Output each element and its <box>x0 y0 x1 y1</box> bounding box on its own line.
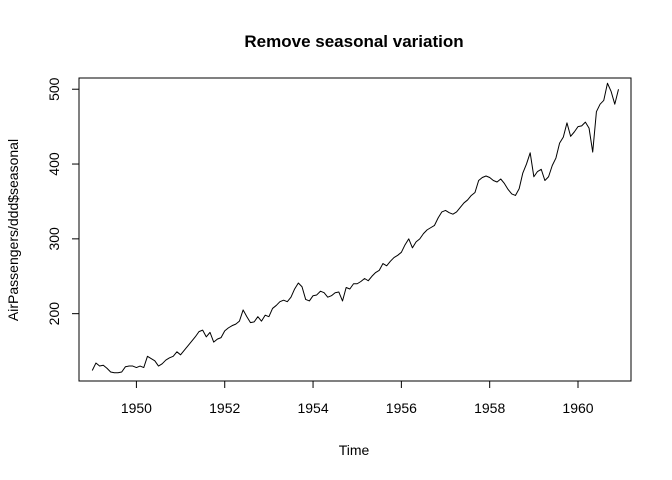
y-tick-label: 500 <box>46 77 62 101</box>
x-axis: 1950 1952 1954 1956 1958 1960 <box>121 380 594 416</box>
plot-area-frame <box>78 77 632 382</box>
chart-title: Remove seasonal variation <box>244 32 463 51</box>
x-tick-label: 1958 <box>474 400 505 416</box>
x-tick-label: 1956 <box>386 400 417 416</box>
x-tick-label: 1952 <box>209 400 240 416</box>
y-tick-label: 200 <box>46 302 62 326</box>
series-line-air-passengers <box>91 82 619 374</box>
x-tick-label: 1954 <box>297 400 328 416</box>
y-tick-label: 300 <box>46 227 62 251</box>
x-axis-label: Time <box>339 442 370 458</box>
x-tick-label: 1960 <box>562 400 593 416</box>
y-tick-label: 400 <box>46 152 62 176</box>
x-tick-label: 1950 <box>121 400 152 416</box>
y-axis-label: AirPassengers/ddd$seasonal <box>5 139 21 321</box>
y-axis: 200 300 400 500 <box>46 77 80 326</box>
